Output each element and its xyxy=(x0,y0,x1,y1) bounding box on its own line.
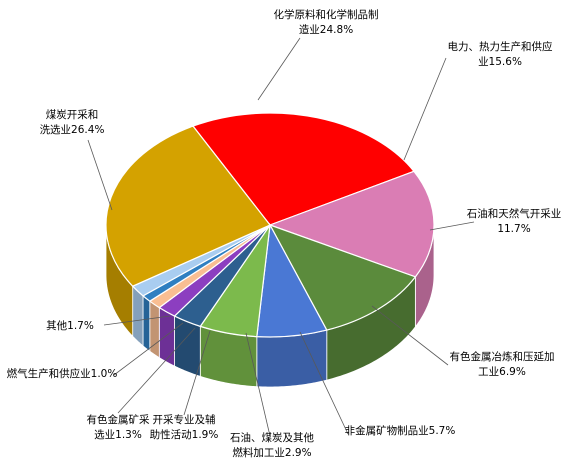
data-label-0: 化学原料和化学制品制造业24.8% xyxy=(274,8,379,36)
pie-3d-sides xyxy=(105,224,435,388)
pie-side-8 xyxy=(142,294,151,352)
leader-line-5 xyxy=(245,332,271,437)
leader-line-2 xyxy=(429,221,475,231)
data-label-line: 燃气生产和供应业1.0% xyxy=(7,367,118,380)
data-label-line: 助性活动1.9% xyxy=(150,428,219,441)
data-label-6: 开采专业及辅助性活动1.9% xyxy=(150,413,219,441)
data-label-line: 石油、煤炭及其他 xyxy=(230,431,314,444)
data-label-5: 石油、煤炭及其他燃料加工业2.9% xyxy=(230,431,314,459)
data-label-2: 石油和天然气开采业 11.7% xyxy=(467,207,562,235)
data-label-line: 业15.6% xyxy=(478,56,522,68)
pie-slice-1 xyxy=(268,170,435,278)
data-label-7: 有色金属矿采选业1.3% xyxy=(87,413,150,441)
data-label-4: 非金属矿物制品业5.7% xyxy=(345,424,456,437)
pie-side-3 xyxy=(256,329,328,388)
data-label-line: 煤炭开采和 xyxy=(46,108,99,121)
data-label-line: 造业24.8% xyxy=(299,23,353,36)
leader-lines xyxy=(87,37,475,437)
leader-line-7 xyxy=(117,327,196,414)
data-label-line: 开采专业及辅 xyxy=(153,413,216,426)
data-label-line: 选业1.3% xyxy=(94,428,142,441)
data-label-line: 其他1.7% xyxy=(46,319,94,332)
data-label-line: 有色金属冶炼和压延加 xyxy=(450,350,555,363)
data-label-line: 燃料加工业2.9% xyxy=(232,446,311,459)
data-label-line: 11.7% xyxy=(497,223,530,235)
leader-line-4 xyxy=(299,331,349,435)
data-label-1: 电力、热力生产和供应业15.6% xyxy=(448,40,553,68)
leader-line-9 xyxy=(103,315,171,326)
data-labels: 化学原料和化学制品制造业24.8% 电力、热力生产和供应业15.6% 石油和天然气开… xyxy=(7,8,562,459)
leader-line-3 xyxy=(371,305,449,366)
data-label-8: 燃气生产和供应业1.0% xyxy=(7,367,118,380)
data-label-10: 煤炭开采和洗选业26.4% xyxy=(40,108,105,136)
data-label-line: 非金属矿物制品业5.7% xyxy=(345,424,456,437)
data-label-line: 有色金属矿采 xyxy=(87,413,150,426)
leader-line-1 xyxy=(403,57,447,161)
leader-line-8 xyxy=(113,322,184,376)
data-label-9: 其他1.7% xyxy=(46,319,94,332)
leader-line-0 xyxy=(257,37,301,101)
data-label-line: 洗选业26.4% xyxy=(40,123,105,136)
data-label-line: 电力、热力生产和供应 xyxy=(448,40,553,53)
pie-side-7 xyxy=(149,300,160,359)
data-label-line: 化学原料和化学制品制 xyxy=(274,8,379,21)
data-label-3: 有色金属冶炼和压延加工业6.9% xyxy=(450,350,555,378)
data-label-line: 石油和天然气开采业 xyxy=(467,207,562,220)
pie-slices xyxy=(105,112,435,338)
leader-line-6 xyxy=(183,330,211,416)
leader-line-10 xyxy=(87,139,113,211)
pie-slice-2 xyxy=(268,223,417,331)
pie-slice-10 xyxy=(105,125,271,287)
data-label-line: 工业6.9% xyxy=(478,366,526,378)
